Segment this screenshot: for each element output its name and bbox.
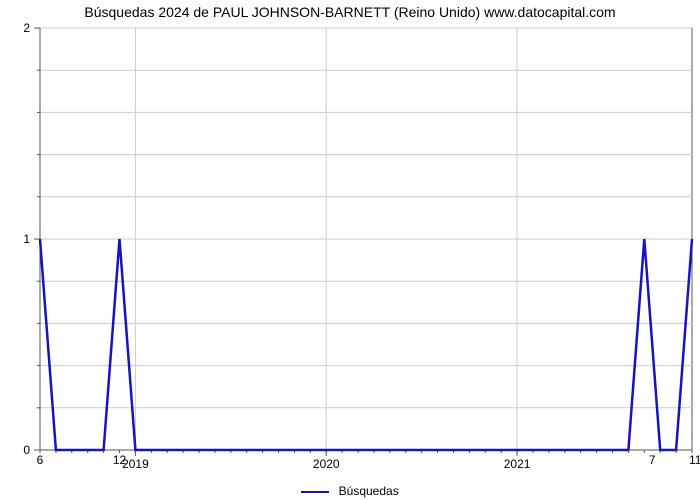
svg-text:7: 7 bbox=[649, 453, 656, 467]
svg-text:2: 2 bbox=[23, 21, 30, 35]
svg-text:11: 11 bbox=[689, 453, 700, 467]
legend-label: Búsquedas bbox=[339, 484, 399, 498]
svg-text:12: 12 bbox=[113, 453, 127, 467]
svg-text:2021: 2021 bbox=[504, 457, 531, 471]
chart-title: Búsquedas 2024 de PAUL JOHNSON-BARNETT (… bbox=[0, 4, 700, 20]
svg-text:6: 6 bbox=[37, 453, 44, 467]
chart-legend: Búsquedas bbox=[0, 484, 700, 498]
svg-text:2020: 2020 bbox=[313, 457, 340, 471]
chart-container: Búsquedas 2024 de PAUL JOHNSON-BARNETT (… bbox=[0, 0, 700, 500]
legend-swatch bbox=[301, 491, 329, 493]
svg-text:1: 1 bbox=[23, 232, 30, 246]
svg-text:0: 0 bbox=[23, 443, 30, 457]
chart-svg: 012201920202021612711 bbox=[0, 0, 700, 500]
